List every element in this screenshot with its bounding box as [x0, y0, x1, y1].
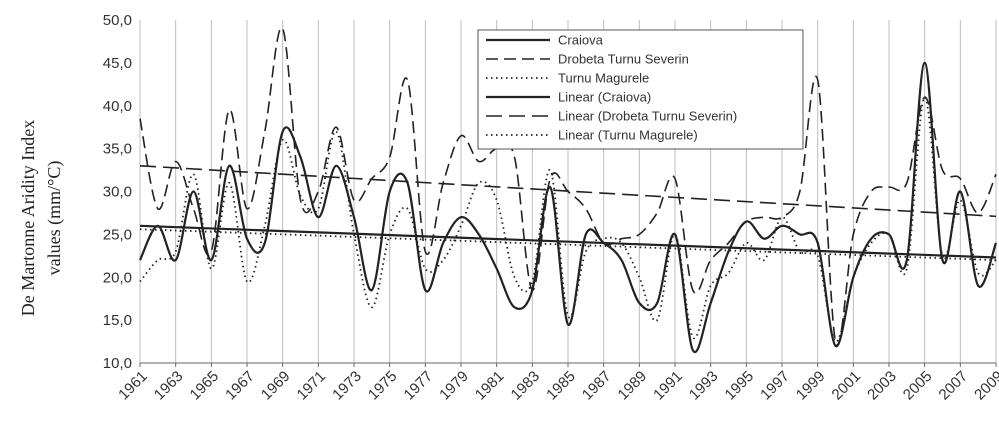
- y-axis-ticks: 10,0 15,0 20,0 25,0 30,0 35,0 40,0 45,0 50,0: [103, 12, 132, 372]
- y-axis-title: De Martonne Aridity Index values (mm/°C): [18, 120, 65, 316]
- legend-label-turnu-magurele: Turnu Magurele: [558, 71, 649, 86]
- y-tick-label: 10,0: [103, 355, 132, 372]
- y-tick-label: 40,0: [103, 98, 132, 115]
- series-layer: [139, 26, 998, 354]
- vertical-gridlines: [139, 20, 997, 363]
- y-tick-label: 50,0: [103, 12, 132, 29]
- y-tick-label: 30,0: [103, 184, 132, 201]
- y-tick-label: 45,0: [103, 55, 132, 72]
- y-tick-label: 35,0: [103, 141, 132, 158]
- legend-label-linear-craiova: Linear (Craiova): [558, 90, 651, 105]
- legend: Craiova Drobeta Turnu Severin Turnu Magure…: [477, 29, 804, 150]
- y-tick-label: 25,0: [103, 226, 132, 243]
- legend-box: [477, 29, 804, 150]
- y-axis-title-line2: values (mm/°C): [44, 161, 65, 276]
- series-line-turnu-magurele: [139, 96, 997, 343]
- legend-label-drobeta-turnu-severin: Drobeta Turnu Severin: [558, 52, 689, 67]
- legend-label-linear-drobeta-turnu-severin: Linear (Drobeta Turnu Severin): [558, 109, 737, 124]
- y-tick-label: 15,0: [103, 312, 132, 329]
- series-line-linear-craiova: [139, 224, 997, 259]
- series-line-drobeta-turnu-severin: [139, 26, 997, 347]
- y-axis-title-line1: De Martonne Aridity Index: [18, 120, 38, 316]
- series-line-linear-drobeta-turnu-severin: [139, 164, 997, 218]
- legend-label-craiova: Craiova: [558, 33, 604, 48]
- series-line-craiova: [139, 61, 998, 354]
- y-tick-label: 20,0: [103, 269, 132, 286]
- legend-label-linear-turnu-magurele: Linear (Turnu Magurele): [558, 128, 698, 143]
